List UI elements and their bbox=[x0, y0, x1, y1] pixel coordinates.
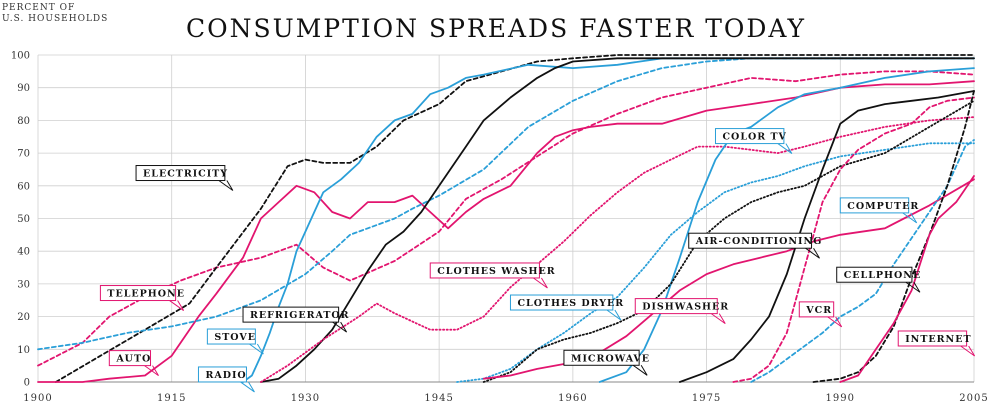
x-tick-label: 1945 bbox=[424, 393, 453, 404]
x-tick-label: 1915 bbox=[157, 393, 186, 404]
series-label-box-refrigerator bbox=[242, 306, 340, 323]
series-label-radio: RADIO bbox=[205, 370, 246, 381]
series-label-box-radio bbox=[197, 366, 247, 383]
series-label-tail-electricity bbox=[218, 180, 234, 191]
series-line-dishwasher bbox=[482, 178, 975, 380]
x-tick-label: 2005 bbox=[959, 393, 988, 404]
series-label-tail-clothes-washer bbox=[533, 277, 548, 289]
series-line-internet bbox=[839, 175, 975, 383]
y-tick-label: 0 bbox=[24, 378, 30, 389]
y-tick-label: 50 bbox=[17, 214, 30, 225]
series-label-tail-auto bbox=[144, 365, 159, 377]
series-label-box-cellphone bbox=[836, 266, 913, 283]
series-label-box-auto bbox=[108, 350, 152, 367]
series-label-clothes-dryer: CLOTHES DRYER bbox=[517, 298, 624, 309]
series-line-telephone bbox=[37, 70, 975, 367]
series-label-tail-air-conditioning bbox=[805, 247, 820, 259]
series-line-computer bbox=[750, 139, 975, 383]
x-tick-label: 1990 bbox=[826, 393, 855, 404]
series-line-microwave bbox=[678, 90, 975, 383]
series-line-stove bbox=[37, 57, 975, 351]
y-axis-label-line-2: U.S. HOUSEHOLDS bbox=[2, 14, 109, 24]
series-label-box-vcr bbox=[798, 301, 835, 318]
y-tick-label: 100 bbox=[11, 51, 30, 62]
y-tick-label: 30 bbox=[17, 279, 30, 290]
series-label-tail-microwave bbox=[632, 364, 648, 376]
series-label-stove: STOVE bbox=[214, 332, 256, 343]
series-label-box-microwave bbox=[563, 349, 640, 366]
series-label-electricity: ELECTRICITY bbox=[143, 169, 228, 180]
series-label-auto: AUTO bbox=[115, 354, 151, 365]
series-label-clothes-washer: CLOTHES WASHER bbox=[437, 266, 555, 277]
series-label-box-color-tv bbox=[714, 128, 785, 145]
series-label-tail-clothes-dryer bbox=[606, 309, 622, 321]
series-label-air-conditioning: AIR-CONDITIONING bbox=[695, 236, 823, 247]
series-label-tail-cellphone bbox=[905, 281, 921, 293]
y-tick-label: 10 bbox=[17, 345, 30, 356]
series-label-box-dishwasher bbox=[634, 298, 718, 315]
series-label-box-stove bbox=[206, 328, 256, 345]
series-label-tail-refrigerator bbox=[332, 321, 348, 333]
series-line-vcr bbox=[732, 96, 975, 383]
series-line-clothes-washer bbox=[260, 116, 975, 383]
series-label-cellphone: CELLPHONE bbox=[844, 270, 921, 281]
series-label-box-air-conditioning bbox=[688, 232, 813, 249]
series-label-tail-color-tv bbox=[777, 143, 793, 154]
series-label-box-clothes-dryer bbox=[509, 294, 614, 311]
series-label-color-tv: COLOR TV bbox=[722, 132, 786, 143]
y-tick-label: 80 bbox=[17, 116, 30, 127]
series-label-tail-internet bbox=[960, 345, 976, 357]
series-label-box-electricity bbox=[135, 165, 226, 182]
x-tick-label: 1900 bbox=[23, 393, 52, 404]
series-label-telephone: TELEPHONE bbox=[107, 289, 185, 300]
series-label-tail-vcr bbox=[827, 316, 843, 328]
series-line-auto bbox=[37, 80, 975, 383]
series-label-tail-radio bbox=[240, 381, 255, 393]
series-line-radio bbox=[242, 57, 975, 383]
series-label-tail-dishwasher bbox=[710, 313, 726, 325]
series-label-box-telephone bbox=[99, 285, 177, 302]
series-label-box-computer bbox=[839, 197, 910, 214]
series-label-tail-stove bbox=[249, 343, 264, 355]
series-label-tail-telephone bbox=[169, 300, 185, 311]
series-label-tail-computer bbox=[902, 212, 918, 224]
series-label-refrigerator: REFRIGERATOR bbox=[250, 310, 350, 321]
y-tick-label: 40 bbox=[17, 247, 30, 258]
series-label-box-internet bbox=[897, 330, 968, 347]
series-line-refrigerator bbox=[260, 57, 975, 383]
series-label-computer: COMPUTER bbox=[847, 201, 919, 212]
y-tick-label: 90 bbox=[17, 83, 30, 94]
x-tick-label: 1930 bbox=[291, 393, 320, 404]
series-label-box-clothes-washer bbox=[429, 262, 540, 279]
y-tick-label: 70 bbox=[17, 149, 30, 160]
series-label-dishwasher: DISHWASHER bbox=[642, 302, 729, 313]
x-tick-label: 1960 bbox=[558, 393, 587, 404]
series-label-microwave: MICROWAVE bbox=[571, 353, 650, 364]
series-line-cellphone bbox=[812, 90, 975, 383]
y-tick-label: 60 bbox=[17, 181, 30, 192]
y-axis-label-line-1: PERCENT OF bbox=[2, 3, 76, 13]
series-label-vcr: VCR bbox=[805, 305, 832, 316]
y-tick-label: 20 bbox=[17, 312, 30, 323]
series-label-internet: INTERNET bbox=[905, 334, 971, 345]
x-tick-label: 1975 bbox=[692, 393, 721, 404]
series-line-electricity bbox=[54, 54, 975, 383]
chart-title: CONSUMPTION SPREADS FASTER TODAY bbox=[186, 14, 806, 43]
